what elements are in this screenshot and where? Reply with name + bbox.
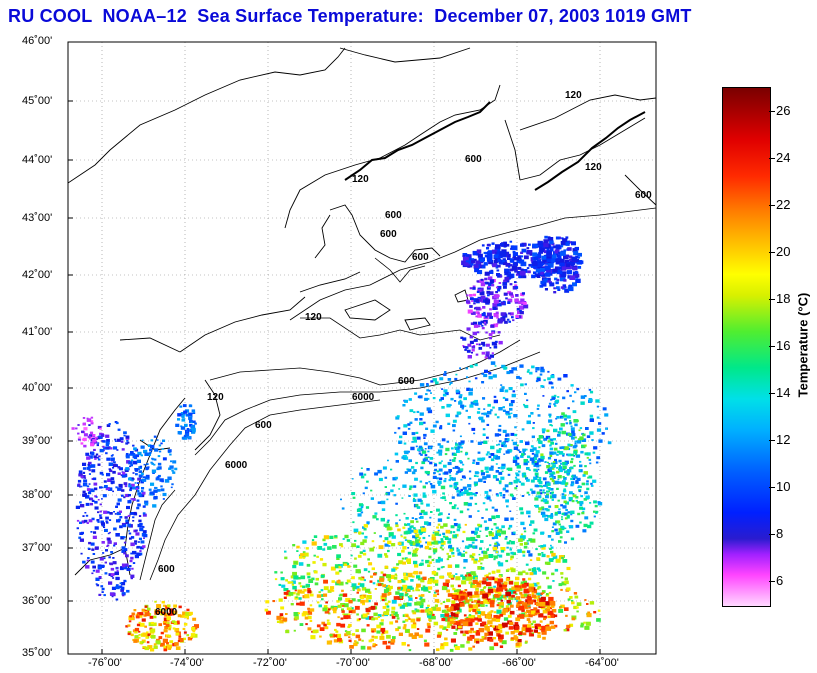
colorbar-tick: 6	[776, 573, 784, 588]
lon-label: -70˚00'	[336, 657, 370, 669]
colorbar-tick: 12	[776, 432, 791, 447]
contour-label: 600	[465, 154, 482, 165]
lon-label: -76˚00'	[88, 657, 122, 669]
colorbar-tick: 22	[776, 197, 791, 212]
grid-lines	[68, 42, 656, 654]
colorbar-tick-mark	[769, 111, 775, 112]
colorbar-tick-mark	[769, 299, 775, 300]
lon-label: -66˚00'	[502, 657, 536, 669]
contour-label: 600	[385, 210, 402, 221]
contour-label: 120	[207, 392, 224, 403]
lat-label: 35˚00'	[22, 647, 53, 659]
colorbar-tick-mark	[769, 393, 775, 394]
lat-label: 40˚00'	[22, 382, 53, 394]
contour-label: 6000	[225, 460, 248, 471]
colorbar-tick-mark	[769, 346, 775, 347]
lat-label: 46˚00'	[22, 35, 53, 47]
colorbar-tick-mark	[769, 252, 775, 253]
sst-pixels	[71, 235, 612, 652]
lat-label: 39˚00'	[22, 435, 53, 447]
contour-label: 120	[305, 312, 322, 323]
colorbar-tick: 10	[776, 479, 791, 494]
colorbar-tick: 14	[776, 385, 791, 400]
lat-label: 37˚00'	[22, 542, 53, 554]
colorbar-title: Temperature (°C)	[795, 292, 811, 398]
lat-label: 36˚00'	[22, 595, 53, 607]
colorbar-tick-mark	[769, 534, 775, 535]
lon-label: -72˚00'	[253, 657, 287, 669]
map-frame	[67, 41, 657, 655]
colorbar-tick: 16	[776, 338, 791, 353]
contour-label: 600	[635, 190, 652, 201]
colorbar-tick-mark	[769, 440, 775, 441]
colorbar-tick: 20	[776, 244, 791, 259]
colorbar-tick-mark	[769, 581, 775, 582]
contour-label: 120	[585, 162, 602, 173]
contour-label: 120	[352, 174, 369, 185]
colorbar-tick-mark	[769, 487, 775, 488]
contour-label: 6000	[352, 392, 375, 403]
colorbar-tick: 8	[776, 526, 784, 541]
contour-label: 600	[412, 252, 429, 263]
colorbar-tick-mark	[769, 205, 775, 206]
contour-label: 600	[158, 564, 175, 575]
lat-label: 41˚00'	[22, 326, 53, 338]
coastline	[68, 47, 656, 576]
colorbar-tick: 24	[776, 150, 791, 165]
rugged-coast	[344, 101, 646, 191]
contour-label: 120	[565, 90, 582, 101]
lat-label: 42˚00'	[22, 269, 53, 281]
contour-label: 6000	[155, 607, 178, 618]
lat-label: 43˚00'	[22, 212, 53, 224]
lon-label: -64˚00'	[585, 657, 619, 669]
lon-label: -74˚00'	[170, 657, 204, 669]
contour-label: 600	[398, 376, 415, 387]
contour-label: 600	[380, 229, 397, 240]
temperature-colorbar	[722, 87, 771, 607]
page-title: RU COOL NOAA–12 Sea Surface Temperature:…	[8, 6, 692, 26]
colorbar-tick: 18	[776, 291, 791, 306]
colorbar-tick: 26	[776, 103, 791, 118]
lat-label: 44˚00'	[22, 154, 53, 166]
lat-label: 38˚00'	[22, 489, 53, 501]
contour-label: 600	[255, 420, 272, 431]
lat-label: 45˚00'	[22, 95, 53, 107]
colorbar-tick-mark	[769, 158, 775, 159]
lon-label: -68˚00'	[419, 657, 453, 669]
